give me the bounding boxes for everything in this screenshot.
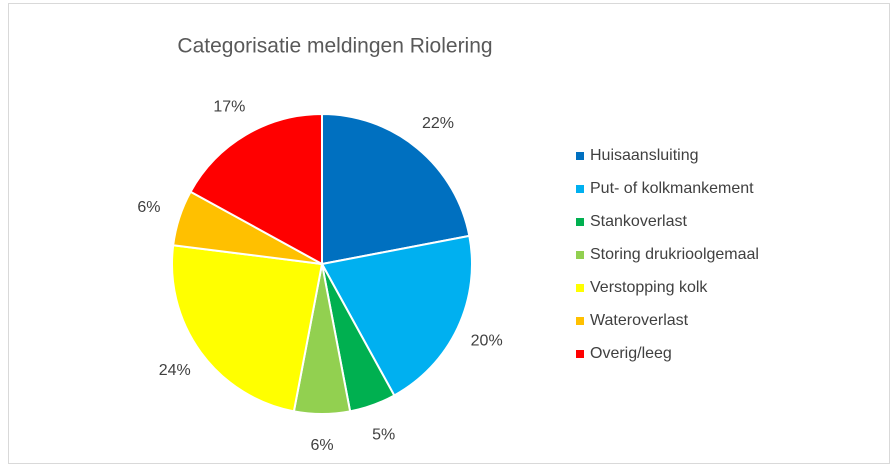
legend-label: Overig/leeg — [590, 345, 672, 362]
data-label: 6% — [310, 437, 333, 454]
data-label: 6% — [137, 199, 160, 216]
legend-label: Wateroverlast — [590, 312, 689, 329]
legend-swatch — [576, 185, 584, 193]
pie-slice — [321, 112, 471, 266]
legend-label: Storing drukrioolgemaal — [590, 246, 759, 263]
data-label: 22% — [422, 115, 454, 132]
chart-title: Categorisatie meldingen Riolering — [177, 35, 492, 58]
legend-swatch — [576, 317, 584, 325]
legend-swatch — [576, 218, 584, 226]
pie-slice — [171, 244, 324, 413]
legend-swatch — [576, 152, 584, 160]
data-label: 5% — [372, 426, 395, 443]
pie-slice — [320, 234, 473, 397]
legend-label: Put- of kolkmankement — [590, 180, 754, 197]
data-label: 24% — [159, 362, 191, 379]
legend-label: Stankoverlast — [590, 213, 687, 230]
pie-slice — [189, 112, 323, 266]
data-label: 20% — [471, 333, 503, 350]
legend-label: Verstopping kolk — [590, 279, 708, 296]
legend-swatch — [576, 251, 584, 259]
legend-swatch — [576, 350, 584, 358]
data-label: 17% — [213, 99, 245, 116]
legend-swatch — [576, 284, 584, 292]
legend-label: Huisaansluiting — [590, 147, 699, 164]
